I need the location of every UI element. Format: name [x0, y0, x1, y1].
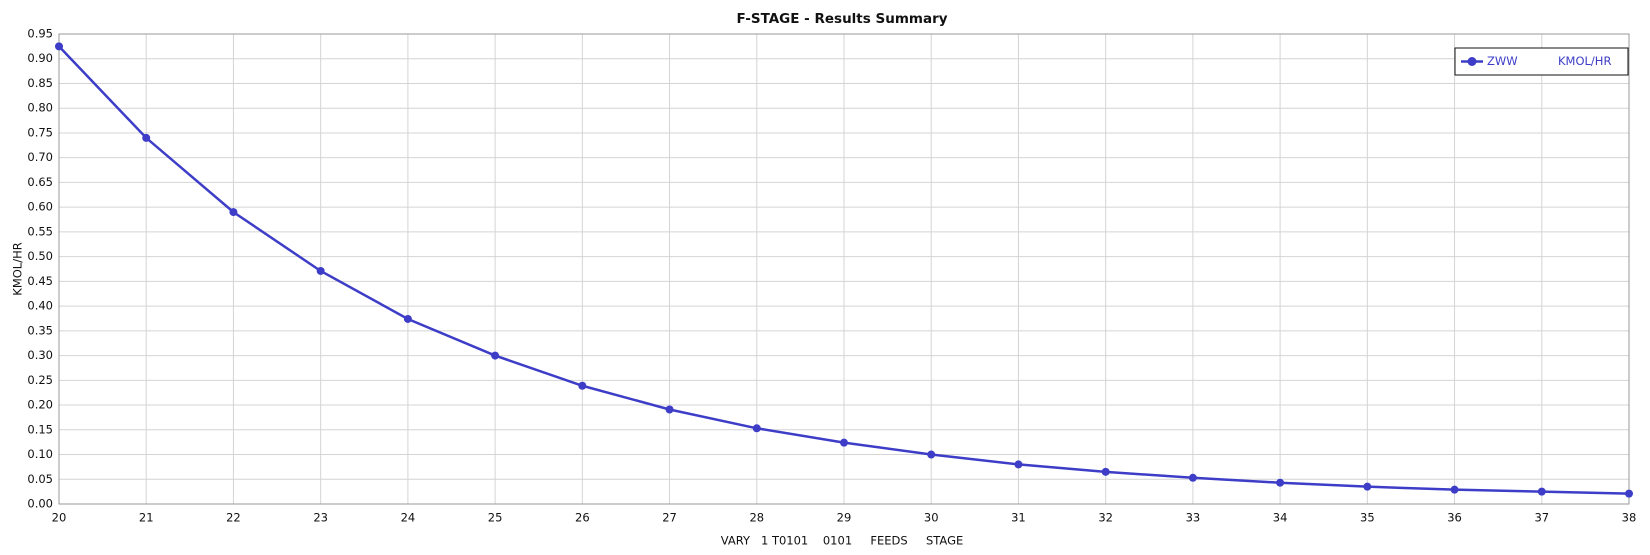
x-tick-label: 30	[924, 511, 939, 525]
x-tick-label: 35	[1360, 511, 1375, 525]
data-point	[1276, 478, 1285, 487]
y-tick-label: 0.55	[27, 224, 53, 238]
y-tick-label: 0.75	[27, 125, 53, 139]
y-tick-label: 0.10	[27, 447, 53, 461]
y-tick-label: 0.30	[27, 348, 53, 362]
x-axis-label: VARY 1 T0101 0101 FEEDS STAGE	[721, 534, 964, 548]
data-point	[1625, 489, 1633, 498]
y-tick-label: 0.05	[27, 472, 53, 486]
data-point	[1014, 460, 1023, 469]
data-point	[752, 424, 761, 433]
x-tick-label: 29	[837, 511, 852, 525]
x-tick-label: 27	[662, 511, 677, 525]
data-point	[578, 381, 587, 390]
y-tick-label: 0.45	[27, 274, 53, 288]
x-tick-label: 28	[749, 511, 764, 525]
y-tick-label: 0.85	[27, 76, 53, 90]
data-point	[491, 351, 500, 360]
y-tick-label: 0.00	[27, 497, 53, 511]
x-tick-label: 33	[1186, 511, 1201, 525]
x-tick-label: 21	[139, 511, 154, 525]
chart-title: F-STAGE - Results Summary	[736, 11, 947, 27]
y-tick-label: 0.40	[27, 299, 53, 313]
x-tick-label: 24	[401, 511, 416, 525]
y-tick-label: 0.35	[27, 323, 53, 337]
legend-unit: KMOL/HR	[1558, 54, 1611, 68]
data-point	[1363, 482, 1372, 491]
x-tick-label: 22	[226, 511, 241, 525]
data-point	[1537, 487, 1546, 496]
y-tick-label: 0.95	[27, 27, 53, 41]
y-tick-label: 0.20	[27, 398, 53, 412]
x-tick-label: 25	[488, 511, 503, 525]
y-tick-label: 0.60	[27, 200, 53, 214]
x-tick-label: 34	[1273, 511, 1288, 525]
data-point	[229, 208, 238, 217]
x-tick-label: 38	[1622, 511, 1637, 525]
data-point	[840, 438, 848, 447]
data-point	[1450, 485, 1459, 494]
y-axis-label: KMOL/HR	[11, 242, 25, 295]
y-tick-label: 0.80	[27, 101, 53, 115]
x-tick-label: 31	[1011, 511, 1026, 525]
legend-label: ZWW	[1487, 54, 1518, 68]
x-tick-label: 26	[575, 511, 590, 525]
data-point	[55, 42, 63, 51]
x-tick-label: 37	[1534, 511, 1549, 525]
data-point	[316, 266, 325, 275]
data-point	[142, 133, 151, 142]
plot-frame	[58, 33, 1630, 505]
y-tick-label: 0.70	[27, 150, 53, 164]
y-tick-label: 0.90	[27, 51, 53, 65]
x-tick-label: 20	[52, 511, 67, 525]
y-tick-label: 0.15	[27, 422, 53, 436]
y-tick-label: 0.50	[27, 249, 53, 263]
y-tick-label: 0.65	[27, 175, 53, 189]
legend-box	[1454, 47, 1629, 76]
x-tick-label: 23	[313, 511, 328, 525]
data-point	[403, 314, 412, 323]
data-point	[1188, 473, 1197, 482]
data-point	[1101, 467, 1110, 476]
legend-marker	[1467, 57, 1477, 66]
data-point	[665, 405, 674, 414]
data-point	[927, 450, 936, 459]
x-tick-label: 36	[1447, 511, 1462, 525]
x-tick-label: 32	[1098, 511, 1113, 525]
y-tick-label: 0.25	[27, 373, 53, 387]
